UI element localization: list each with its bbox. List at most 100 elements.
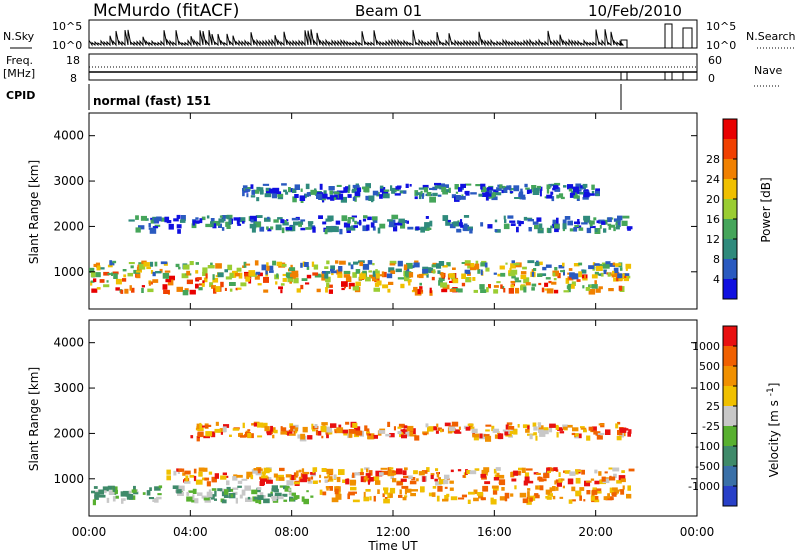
- power-echo-cell: [238, 272, 243, 279]
- power-echo-cell: [615, 263, 622, 266]
- power-echo-cell: [324, 229, 328, 235]
- power-colorbar-tick-label: 20: [706, 193, 720, 206]
- power-echo-cell: [461, 262, 466, 264]
- power-echo-cell: [581, 269, 587, 274]
- velocity-echo-cell: [284, 487, 292, 492]
- velocity-echo-cell: [369, 477, 374, 482]
- power-echo-cell: [229, 288, 233, 292]
- power-echo-cell: [485, 267, 490, 272]
- power-echo-cell: [326, 226, 332, 231]
- velocity-colorbar-segment: [723, 406, 737, 427]
- freq-label: Freq.: [6, 54, 33, 67]
- velocity-echo-cell: [435, 481, 442, 486]
- velocity-ytick-label: 1000: [53, 472, 84, 486]
- power-echo-cell: [612, 262, 616, 266]
- power-echo-cell: [533, 187, 540, 193]
- power-echo-cell: [574, 190, 577, 196]
- velocity-echo-cell: [387, 421, 391, 427]
- velocity-echo-cell: [364, 425, 368, 432]
- power-echo-cell: [93, 278, 97, 283]
- power-cbar-label: Power [dB]: [759, 177, 773, 242]
- power-echo-cell: [201, 216, 206, 221]
- velocity-echo-cell: [199, 422, 202, 429]
- power-echo-cell: [276, 273, 279, 278]
- power-echo-cell: [595, 288, 601, 293]
- velocity-echo-cell: [246, 476, 249, 480]
- velocity-echo-cell: [448, 426, 456, 432]
- velocity-echo-cell: [580, 427, 587, 430]
- velocity-echo-cell: [260, 471, 266, 475]
- power-echo-cell: [567, 220, 573, 226]
- power-echo-cell: [382, 271, 387, 278]
- velocity-echo-cell: [467, 499, 471, 504]
- velocity-echo-cell: [485, 429, 490, 432]
- power-echo-cell: [189, 289, 196, 295]
- power-echo-cell: [596, 220, 600, 224]
- velocity-echo-cell: [290, 425, 296, 432]
- power-echo-cell: [210, 218, 215, 222]
- power-echo-cell: [406, 220, 409, 224]
- power-echo-cell: [609, 263, 615, 267]
- power-echo-cell: [264, 217, 271, 222]
- velocity-colorbar-tick-label: 500: [699, 360, 720, 373]
- velocity-echo-cell: [241, 478, 248, 481]
- velocity-echo-cell: [251, 489, 258, 495]
- power-echo-cell: [199, 218, 203, 224]
- velocity-echo-cell: [321, 422, 328, 426]
- power-echo-cell: [178, 266, 181, 270]
- velocity-echo-cell: [493, 477, 500, 481]
- power-echo-cell: [326, 282, 330, 289]
- power-echo-cell: [499, 184, 503, 189]
- power-echo-cell: [480, 183, 486, 190]
- velocity-echo-cell: [367, 433, 371, 436]
- power-echo-cell: [238, 217, 246, 223]
- velocity-echo-cell: [384, 489, 389, 495]
- power-echo-cell: [265, 270, 268, 275]
- velocity-echo-cell: [345, 421, 350, 425]
- velocity-echo-cell: [261, 475, 268, 481]
- power-echo-cell: [511, 260, 515, 264]
- velocity-echo-cell: [389, 487, 396, 494]
- velocity-echo-cell: [317, 430, 322, 436]
- power-echo-cell: [605, 261, 611, 265]
- power-echo-cell: [323, 271, 331, 274]
- velocity-echo-cell: [184, 481, 191, 484]
- velocity-echo-cell: [338, 424, 342, 429]
- x-tick-label: 08:00: [274, 525, 309, 539]
- power-echo-cell: [567, 286, 571, 293]
- power-echo-cell: [399, 190, 407, 194]
- power-echo-cell: [417, 289, 421, 294]
- power-echo-cell: [322, 271, 326, 274]
- power-echo-cell: [147, 288, 154, 293]
- velocity-echo-cell: [257, 468, 261, 474]
- velocity-echo-cell: [319, 489, 323, 495]
- power-echo-cell: [622, 215, 630, 219]
- power-echo-cell: [442, 191, 448, 195]
- power-echo-cell: [347, 217, 355, 220]
- velocity-echo-cell: [498, 481, 502, 484]
- power-echo-cell: [589, 223, 593, 227]
- power-echo-cell: [205, 273, 208, 279]
- velocity-echo-cell: [591, 426, 597, 432]
- power-echo-cell: [348, 262, 351, 266]
- power-echo-cell: [168, 275, 175, 281]
- velocity-echo-cell: [539, 431, 546, 437]
- power-echo-cell: [571, 273, 579, 280]
- velocity-echo-cell: [596, 490, 602, 494]
- power-echo-cell: [499, 265, 505, 270]
- power-echo-cell: [550, 191, 554, 195]
- velocity-echo-cell: [278, 477, 285, 481]
- power-echo-cell: [565, 277, 570, 284]
- velocity-echo-cell: [335, 493, 342, 500]
- velocity-echo-cell: [352, 422, 358, 428]
- power-echo-cell: [621, 220, 628, 226]
- velocity-echo-cell: [258, 499, 262, 505]
- power-echo-cell: [446, 262, 451, 267]
- power-echo-cell: [205, 223, 212, 228]
- power-echo-cell: [306, 192, 311, 197]
- velocity-echo-cell: [367, 435, 374, 440]
- velocity-echo-cell: [176, 489, 182, 494]
- power-echo-cell: [609, 224, 616, 228]
- power-echo-cell: [595, 188, 600, 191]
- power-echo-cell: [528, 227, 532, 232]
